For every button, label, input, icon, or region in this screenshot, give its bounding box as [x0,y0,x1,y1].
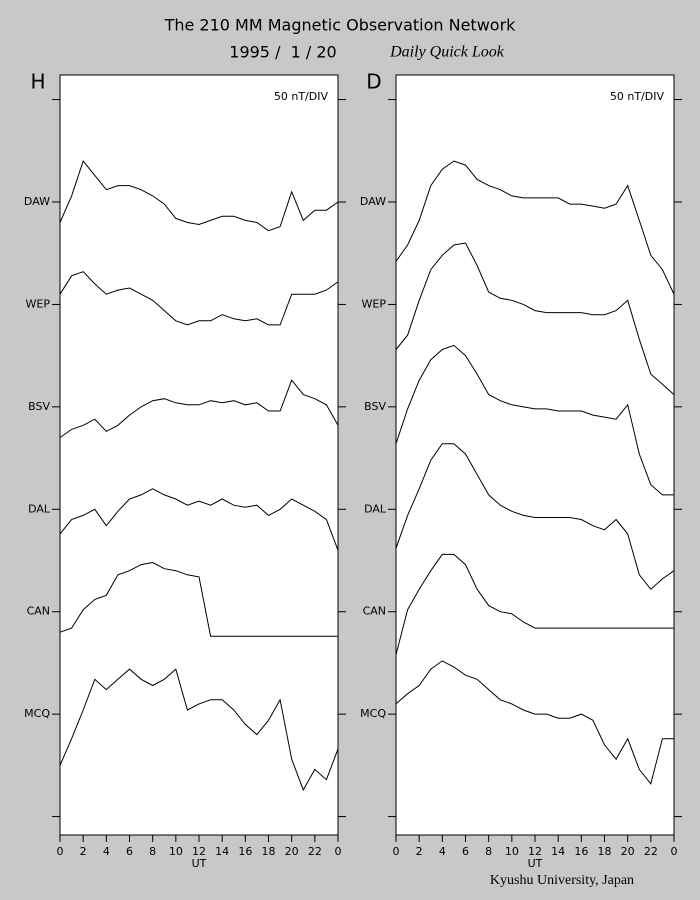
credit: Kyushu University, Japan [490,873,634,888]
x-tick-label: 10 [169,845,183,858]
x-tick-label: 2 [416,845,423,858]
x-tick-label: 20 [285,845,299,858]
x-tick-label: 18 [598,845,612,858]
y-tick-label: CAN [363,605,386,618]
x-tick-label: 2 [80,845,87,858]
trace [395,160,675,295]
x-tick-label: 0 [393,845,400,858]
trace [395,344,674,496]
annotation: 50 nT/DIV [274,90,329,103]
x-tick-label: 6 [126,845,133,858]
x-tick-label: 6 [462,845,469,858]
x-tick-label: 4 [103,845,110,858]
x-tick-label: 8 [485,845,492,858]
y-tick-label: MCQ [360,707,386,720]
page-title: The 210 MM Magnetic Observation Network [164,16,517,35]
x-axis-label: UT [192,857,207,870]
y-tick-label: DAL [28,502,51,515]
x-tick-label: 12 [528,845,542,858]
trace [395,660,674,785]
trace [59,379,339,439]
x-tick-label: 22 [644,845,658,858]
trace [59,668,339,792]
date: 1995 / 1 / 20 [229,43,336,62]
x-tick-label: 12 [192,845,206,858]
panel-title: D [366,70,381,94]
trace [59,159,339,232]
y-tick-label: WEP [26,297,51,310]
trace [395,553,674,655]
y-tick-label: BSV [28,400,50,413]
x-axis-label: UT [528,857,543,870]
annotation: 50 nT/DIV [610,90,665,103]
x-tick-label: 0 [671,845,678,858]
x-tick-label: 16 [238,845,252,858]
x-tick-label: 20 [621,845,635,858]
y-tick-label: DAW [24,195,50,208]
y-tick-label: BSV [364,400,386,413]
trace [59,271,339,326]
x-tick-label: 22 [308,845,322,858]
x-tick-label: 0 [57,845,64,858]
trace [59,488,339,551]
trace [395,443,675,590]
subtitle: Daily Quick Look [389,44,505,61]
plot-area [395,74,675,836]
x-tick-label: 8 [149,845,156,858]
x-tick-label: 4 [439,845,446,858]
x-tick-label: 14 [215,845,229,858]
trace [395,242,675,395]
x-tick-label: 0 [335,845,342,858]
x-tick-label: 18 [262,845,276,858]
y-tick-label: WEP [362,297,387,310]
trace [59,561,338,637]
y-tick-label: DAL [364,502,387,515]
y-tick-label: MCQ [24,707,50,720]
x-tick-label: 10 [505,845,519,858]
y-tick-label: CAN [27,605,50,618]
x-tick-label: 14 [551,845,565,858]
y-tick-label: DAW [360,195,386,208]
plot-area [59,74,339,836]
panel-title: H [30,70,45,94]
x-tick-label: 16 [574,845,588,858]
